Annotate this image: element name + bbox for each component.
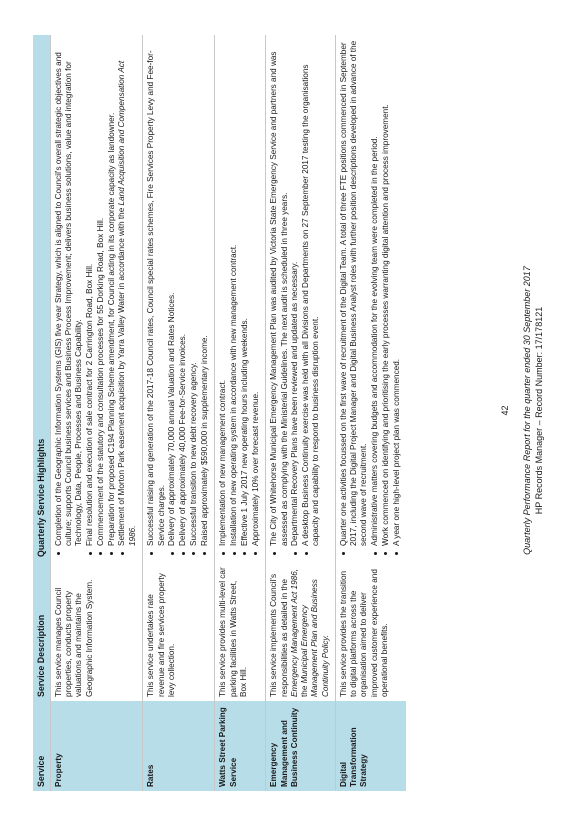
highlight-item: Successful raising and generation of the… (146, 39, 167, 546)
service-name: Watts Street Parking Service (214, 701, 266, 791)
highlight-item: The City of Whitehorse Municipal Emergen… (269, 39, 290, 546)
highlight-item: Final resolution and execution of sale c… (85, 39, 95, 546)
service-highlights: Successful raising and generation of the… (142, 35, 215, 561)
highlight-item: Work commenced on identifying and priori… (381, 39, 391, 546)
page-number: 42 (500, 405, 510, 416)
service-description: This service undertakes rate revenue and… (142, 561, 215, 701)
highlight-text: A desktop Business Continuity exercise w… (301, 64, 321, 546)
highlight-text: Administrative matters covering budgets … (370, 136, 380, 546)
highlight-item: Settlement of Morton Park easement acqui… (117, 39, 138, 546)
footer-record-number: HP Records Manager – Record Number: 17/1… (534, 306, 545, 515)
highlight-item: Delivery of approximately 70,000 annual … (167, 39, 177, 546)
service-description: This service manages Council properties,… (50, 561, 143, 701)
service-description: This service provides multi-level car pa… (214, 561, 266, 701)
highlight-item: Installation of new operating system in … (229, 39, 239, 546)
highlights-list: The City of Whitehorse Municipal Emergen… (269, 39, 321, 557)
description-text: This service implements Council's respon… (269, 573, 289, 697)
highlight-item: Delivery of approximately 40,000 Fee-for… (178, 39, 188, 546)
service-highlights: Implementation of new management contrac… (214, 35, 266, 561)
highlight-item: Raised approximately $590,000 in supplem… (200, 39, 210, 546)
table-row-digital-transformation-strategy: Digital Transformation Strategy This serv… (335, 35, 407, 791)
table-row-emergency-management-and-business-continuity: Emergency Management and Business Contin… (265, 35, 336, 791)
service-description: This service implements Council's respon… (265, 561, 336, 701)
highlight-text: Implementation of new management contrac… (218, 379, 228, 546)
description-text: Municipal Emergency Management Plan and … (300, 579, 330, 697)
highlights-list: Quarter one activities focussed on the f… (339, 39, 402, 557)
table-row-watts-street-parking-service: Watts Street Parking Service This service… (214, 35, 266, 791)
highlight-item: Successful transition to new debt recove… (189, 39, 199, 546)
service-highlights: Completion of the Geographic Information… (50, 35, 143, 561)
highlight-text: Work commenced on identifying and priori… (380, 104, 390, 546)
highlight-text: Installation of new operating system in … (229, 244, 239, 546)
highlight-text: Successful raising and generation of the… (146, 50, 166, 546)
highlight-text: A year one high-level project plan was c… (391, 358, 401, 546)
highlight-item: Approximately 10% over forecast revenue. (251, 39, 261, 546)
footer-report-title: Quarterly Performance Report for the qua… (522, 266, 532, 555)
column-header-service: Service (33, 701, 51, 791)
description-text: This service provides the transition to … (338, 569, 389, 697)
highlight-item: Completion of the Geographic Information… (54, 39, 85, 546)
highlights-list: Implementation of new management contrac… (218, 39, 261, 557)
highlight-text: Preparation for proposed C194 Planning S… (106, 112, 116, 546)
footer: Quarterly Performance Report for the qua… (521, 0, 545, 821)
description-text: This service provides multi-level car pa… (218, 567, 248, 697)
table-header-row: Service Service Description Quarterly Se… (33, 35, 51, 791)
highlight-item: Effective 1 July 2017 new operating hour… (240, 39, 250, 546)
highlight-text: Final resolution and execution of sale c… (85, 263, 95, 546)
highlight-item: Quarter one activities focussed on the f… (339, 39, 370, 546)
highlight-text: The City of Whitehorse Municipal Emergen… (269, 51, 289, 546)
highlight-item: Departmental Recovery Plans have been re… (290, 39, 300, 546)
highlights-list: Completion of the Geographic Information… (54, 39, 138, 557)
quarterly-service-table: Service Service Description Quarterly Se… (33, 35, 407, 791)
highlight-text: Effective 1 July 2017 new operating hour… (239, 318, 249, 546)
highlight-text: Settlement of Morton Park easement acqui… (117, 205, 127, 546)
highlight-text: Approximately 10% over forecast revenue. (250, 391, 260, 546)
highlight-text: Completion of the Geographic Information… (53, 52, 84, 546)
highlight-text: Delivery of approximately 40,000 Fee-for… (178, 333, 188, 546)
service-name: Digital Transformation Strategy (335, 701, 407, 791)
description-text: This service manages Council properties,… (53, 579, 94, 697)
highlight-text: Successful transition to new debt recove… (188, 362, 198, 546)
highlight-item: A year one high-level project plan was c… (392, 39, 402, 546)
table-row-property: Property This service manages Council pro… (50, 35, 143, 791)
service-name: Property (50, 701, 143, 791)
highlight-text: Quarter one activities focussed on the f… (338, 40, 369, 546)
description-text: This service undertakes rate revenue and… (146, 573, 176, 697)
highlight-item: Commencement of the statutory and consul… (96, 39, 106, 546)
column-header-description: Service Description (33, 561, 51, 701)
highlight-item: Implementation of new management contrac… (218, 39, 228, 546)
highlight-text: Departmental Recovery Plans have been re… (290, 261, 300, 546)
service-name: Rates (142, 701, 215, 791)
service-highlights: Quarter one activities focussed on the f… (335, 35, 407, 561)
highlight-item: Preparation for proposed C194 Planning S… (107, 39, 117, 546)
highlight-text: Raised approximately $590,000 in supplem… (199, 335, 209, 546)
table-row-rates: Rates This service undertakes rate revenu… (142, 35, 215, 791)
table-body: Property This service manages Council pro… (50, 35, 407, 791)
service-description: This service provides the transition to … (335, 561, 407, 701)
highlight-item: Administrative matters covering budgets … (370, 39, 380, 546)
description-text: the (300, 683, 310, 697)
highlights-list: Successful raising and generation of the… (146, 39, 210, 557)
highlight-item: A desktop Business Continuity exercise w… (301, 39, 322, 546)
highlight-text: Delivery of approximately 70,000 annual … (167, 292, 177, 546)
description-text: Emergency Management Act 1986, (289, 568, 299, 697)
service-highlights: The City of Whitehorse Municipal Emergen… (265, 35, 336, 561)
service-name: Emergency Management and Business Contin… (265, 701, 336, 791)
highlight-text: Commencement of the statutory and consul… (95, 217, 105, 546)
column-header-highlights: Quarterly Service Highlights (33, 35, 51, 561)
